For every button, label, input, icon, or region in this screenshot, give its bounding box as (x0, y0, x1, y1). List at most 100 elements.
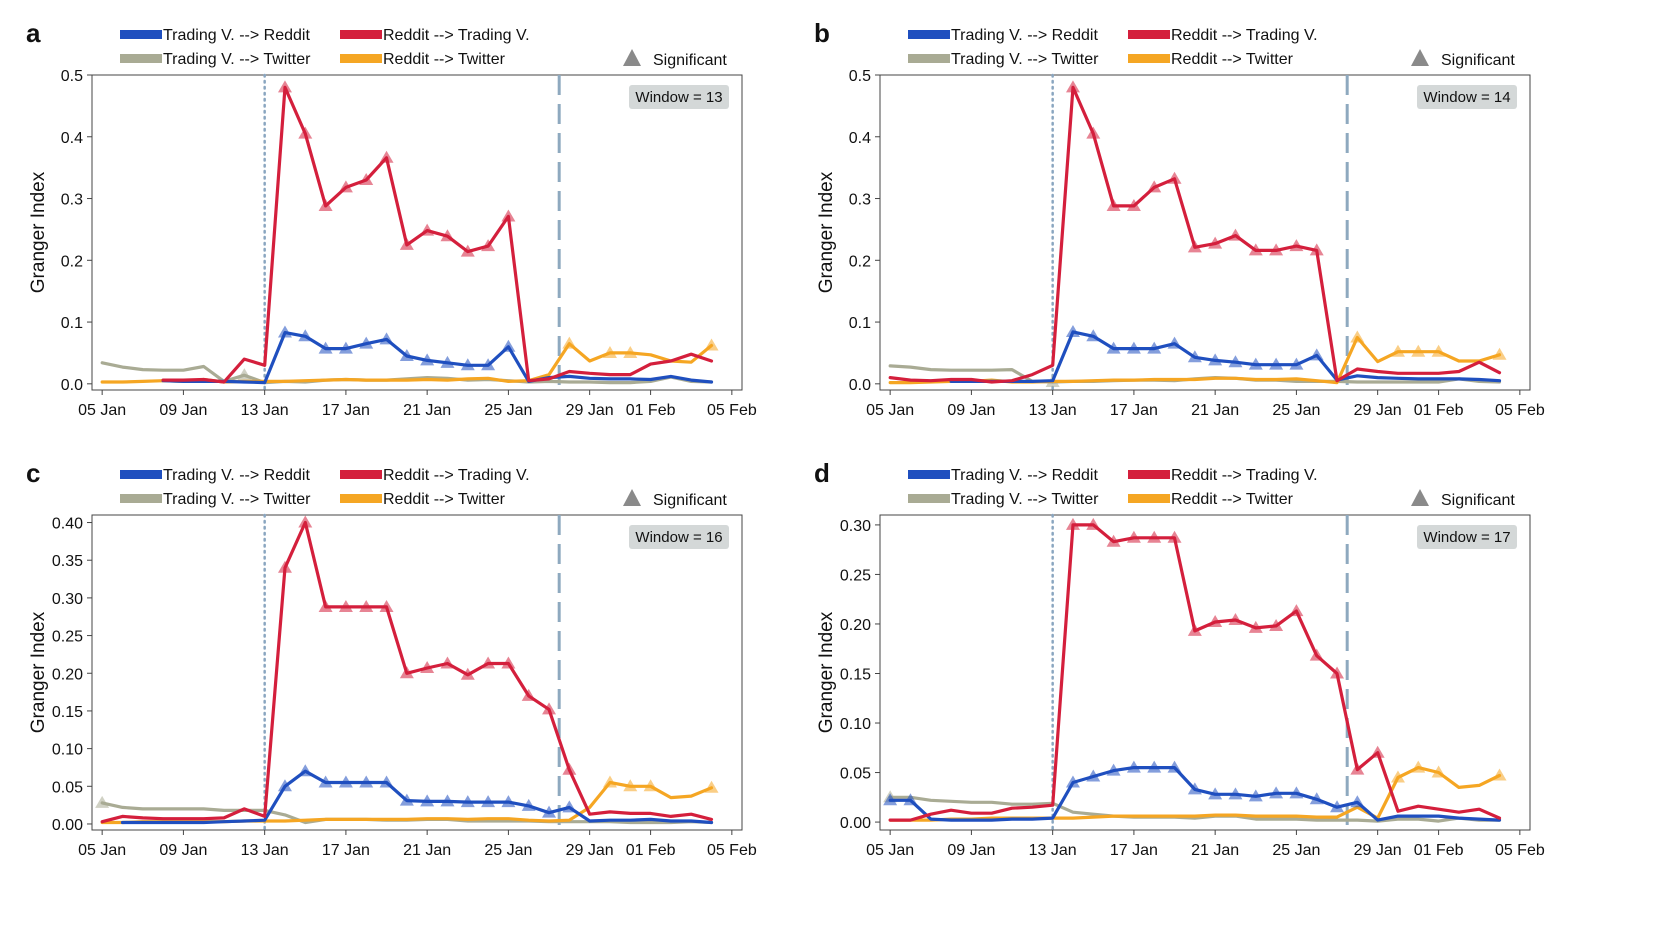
significant-marker-tv_reddit (1269, 786, 1284, 799)
significant-marker-tv_reddit (1309, 792, 1324, 805)
significant-marker-reddit_tv (1350, 762, 1365, 775)
x-tick-label: 09 Jan (947, 842, 995, 859)
panel-c: c Trading V. --> Reddit Reddit --> Trading… (26, 458, 757, 859)
y-axis-label: Granger Index (28, 611, 49, 733)
panel-letter: c (26, 458, 40, 488)
window-label: Window = 17 (1423, 529, 1510, 546)
significant-marker-reddit_twitter (1350, 330, 1365, 343)
significant-marker-reddit_tv (277, 560, 292, 573)
legend-label-tv_reddit: Trading V. --> Reddit (163, 467, 310, 484)
significant-marker-reddit_tv (1289, 604, 1304, 617)
x-tick-label: 05 Jan (866, 842, 914, 859)
legend: Trading V. --> Reddit Reddit --> Trading … (120, 467, 727, 509)
x-tick-label: 17 Jan (1110, 842, 1158, 859)
significant-marker-reddit_twitter (1411, 344, 1426, 357)
significant-marker-tv_reddit (1269, 357, 1284, 370)
plot-frame (879, 74, 1531, 391)
legend-swatch-tv_reddit (908, 470, 950, 479)
significant-marker-reddit_tv (1086, 517, 1101, 530)
x-tick-label: 13 Jan (241, 402, 289, 419)
legend-label-tv_reddit: Trading V. --> Reddit (951, 27, 1098, 44)
y-tick-label: 0.25 (52, 629, 83, 646)
significant-marker-reddit_tv (501, 656, 516, 669)
significant-marker-tv_reddit (359, 336, 374, 349)
significant-marker-tv_reddit (1086, 769, 1101, 782)
x-tick-label: 29 Jan (566, 842, 614, 859)
significant-marker-tv_reddit (501, 339, 516, 352)
y-tick-label: 0.5 (61, 68, 83, 85)
legend-label-tv_twitter: Trading V. --> Twitter (951, 491, 1099, 508)
significant-marker-reddit_tv (1065, 80, 1080, 93)
significant-marker-reddit_tv (420, 660, 435, 673)
x-tick-label: 25 Jan (1272, 402, 1320, 419)
significant-marker-reddit_tv (1106, 534, 1121, 547)
significant-marker-reddit_twitter (562, 336, 577, 349)
legend-label-tv_twitter: Trading V. --> Twitter (163, 491, 311, 508)
y-tick-label: 0.15 (52, 704, 83, 721)
legend-label-reddit_twitter: Reddit --> Twitter (383, 491, 506, 508)
x-tick-label: 05 Feb (1495, 842, 1545, 859)
legend-swatch-reddit_twitter (1128, 494, 1170, 503)
x-tick-label: 21 Jan (403, 842, 451, 859)
series-line-reddit_tv (161, 85, 714, 384)
y-tick-label: 0.4 (849, 130, 871, 147)
significant-marker-reddit_tv (338, 599, 353, 612)
significant-marker-tv_reddit (359, 775, 374, 788)
significant-marker-reddit_tv (1370, 745, 1385, 758)
significant-marker-reddit_twitter (623, 345, 638, 358)
significant-triangle-icon (623, 489, 641, 506)
significant-marker-tv_reddit (338, 775, 353, 788)
significant-marker-tv_reddit (903, 793, 918, 806)
significant-marker-tv_twitter (237, 368, 252, 381)
significant-marker-tv_reddit (277, 325, 292, 338)
legend-label-reddit_tv: Reddit --> Trading V. (1171, 467, 1318, 484)
significant-marker-tv_reddit (1106, 341, 1121, 354)
significant-marker-tv_reddit (1167, 336, 1182, 349)
x-tick-label: 21 Jan (1191, 402, 1239, 419)
legend-swatch-tv_twitter (120, 54, 162, 63)
x-tick-label: 05 Feb (707, 842, 757, 859)
legend-swatch-reddit_tv (1128, 30, 1170, 39)
significant-marker-reddit_twitter (1492, 347, 1507, 360)
significant-marker-tv_reddit (1187, 350, 1202, 363)
legend-label-significant: Significant (1441, 52, 1515, 69)
legend: Trading V. --> Reddit Reddit --> Trading … (120, 27, 727, 69)
significant-marker-tv_reddit (440, 794, 455, 807)
significant-marker-reddit_tv (562, 762, 577, 775)
significant-marker-tv_reddit (298, 329, 313, 342)
significant-marker-tv_reddit (1126, 760, 1141, 773)
panel-letter: a (26, 18, 41, 48)
significant-marker-tv_reddit (379, 775, 394, 788)
significant-marker-tv_reddit (1309, 348, 1324, 361)
legend-label-reddit_tv: Reddit --> Trading V. (1171, 27, 1318, 44)
x-tick-label: 25 Jan (484, 842, 532, 859)
x-tick-label: 17 Jan (322, 402, 370, 419)
x-tick-label: 29 Jan (1354, 402, 1402, 419)
significant-marker-reddit_twitter (704, 338, 719, 351)
significant-marker-reddit_tv (298, 126, 313, 139)
significant-marker-reddit_tv (1187, 240, 1202, 253)
significant-marker-tv_reddit (481, 795, 496, 808)
significant-marker-tv_reddit (1228, 787, 1243, 800)
x-tick-label: 05 Feb (1495, 402, 1545, 419)
significant-marker-tv_reddit (420, 353, 435, 366)
legend-label-significant: Significant (1441, 492, 1515, 509)
y-tick-label: 0.3 (849, 192, 871, 209)
significant-marker-reddit_tv (359, 599, 374, 612)
significant-marker-reddit_twitter (1431, 344, 1446, 357)
y-tick-label: 0.15 (840, 666, 871, 683)
significant-marker-tv_reddit (399, 349, 414, 362)
x-tick-label: 05 Jan (78, 842, 126, 859)
y-tick-label: 0.4 (61, 130, 83, 147)
significant-marker-reddit_tv (379, 599, 394, 612)
significant-marker-tv_reddit (542, 805, 557, 818)
y-axis-label: Granger Index (816, 611, 837, 733)
significant-marker-reddit_tv (1269, 618, 1284, 631)
significant-marker-reddit_twitter (1431, 765, 1446, 778)
significant-marker-reddit_tv (1228, 228, 1243, 241)
significant-marker-tv_reddit (1167, 760, 1182, 773)
significant-marker-reddit_tv (521, 688, 536, 701)
significant-marker-reddit_tv (277, 80, 292, 93)
significant-marker-reddit_tv (399, 237, 414, 250)
significant-marker-reddit_tv (318, 198, 333, 211)
